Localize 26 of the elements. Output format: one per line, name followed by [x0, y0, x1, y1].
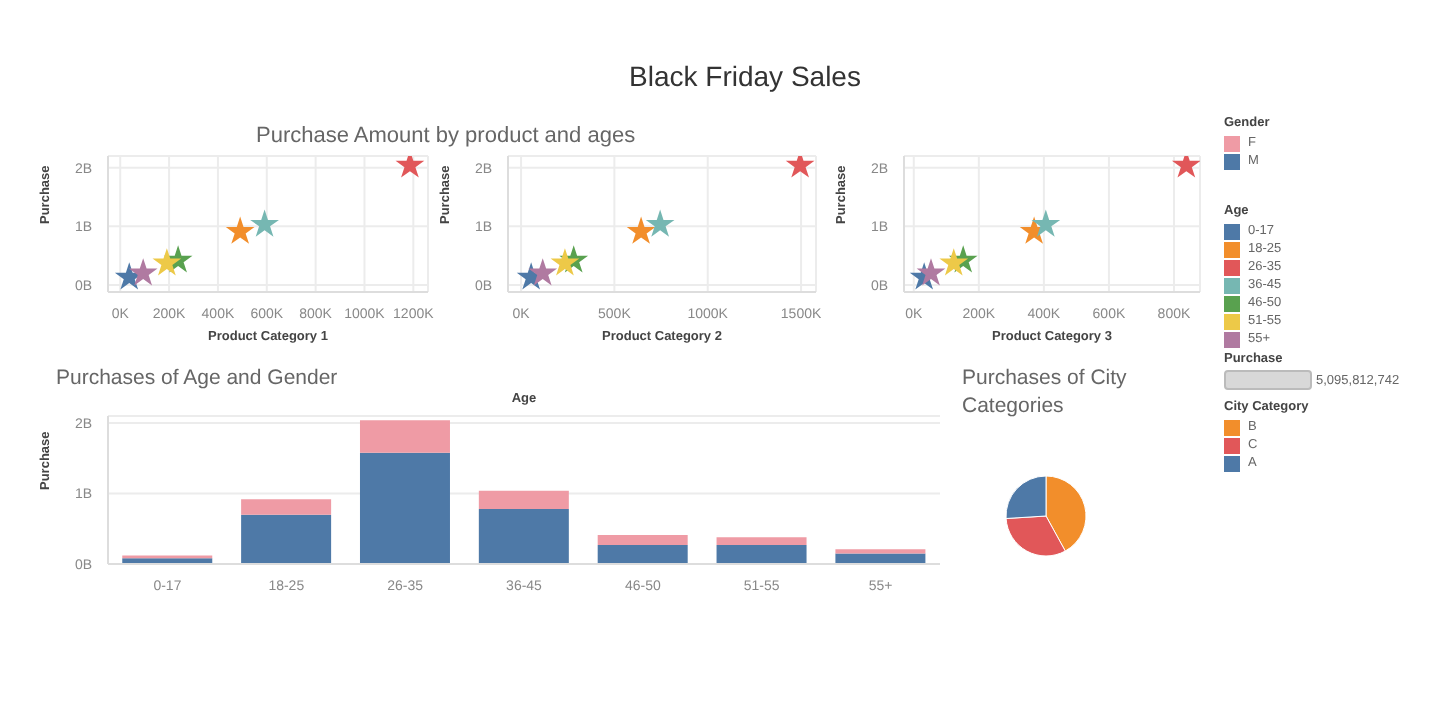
point [250, 209, 279, 237]
point [939, 248, 969, 276]
chart-title: Purchases of City Categories [962, 364, 1129, 420]
point [645, 209, 675, 237]
bar [597, 535, 688, 545]
bar [359, 452, 450, 564]
chart-subtitle: Purchase Amount by product and ages [256, 124, 636, 148]
chart-title: Black Friday Sales [627, 60, 863, 92]
bar [597, 544, 688, 564]
bar [716, 544, 807, 564]
point [916, 258, 946, 286]
point [626, 216, 656, 244]
point [128, 258, 158, 286]
point [1031, 209, 1061, 237]
point [550, 248, 580, 276]
bar [835, 553, 926, 564]
bar [241, 499, 332, 515]
bar [478, 490, 569, 510]
point [528, 258, 558, 286]
bar [478, 509, 569, 564]
bar [241, 514, 332, 564]
point [152, 248, 182, 276]
bar [359, 420, 450, 453]
chart-title: Purchases of Age and Gender [56, 364, 340, 392]
point [225, 216, 255, 244]
bar [716, 537, 807, 545]
